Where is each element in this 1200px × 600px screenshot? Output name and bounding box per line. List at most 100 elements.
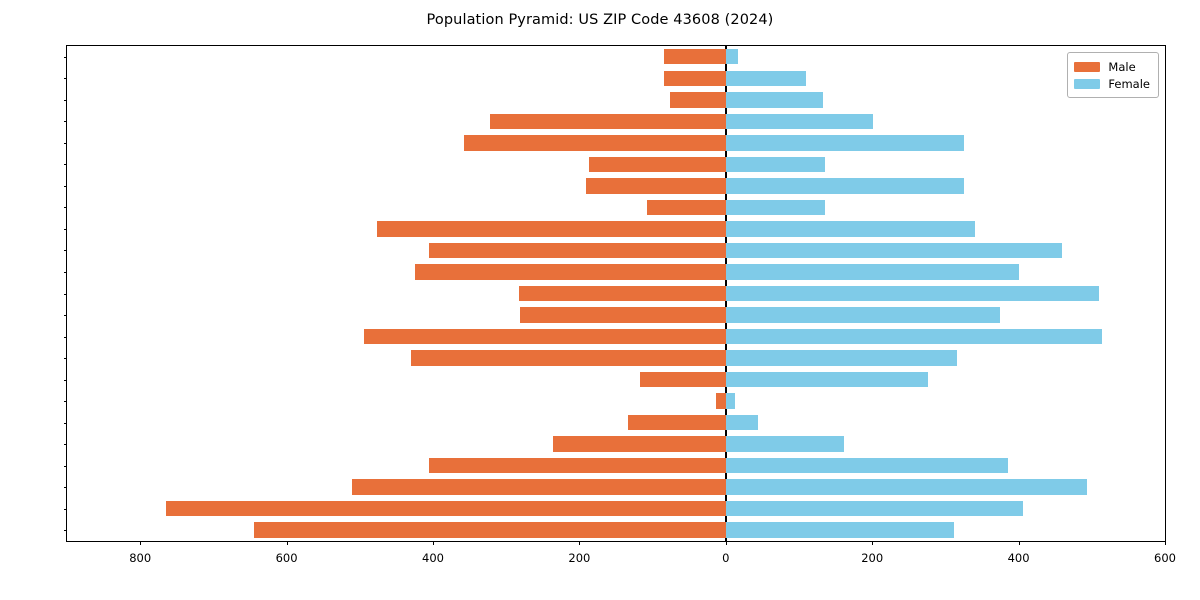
bar-male bbox=[520, 307, 726, 323]
bar-row bbox=[67, 393, 1165, 409]
bar-female bbox=[725, 522, 955, 538]
legend-label-female: Female bbox=[1108, 76, 1150, 91]
y-axis-tick-mark bbox=[63, 99, 67, 101]
bar-female bbox=[725, 156, 826, 173]
legend-swatch-female bbox=[1074, 78, 1101, 89]
bar-female bbox=[725, 242, 1062, 259]
y-axis-tick-mark bbox=[63, 250, 67, 252]
x-axis-tick-label: 0 bbox=[722, 551, 730, 565]
x-axis-tick-label: 600 bbox=[275, 551, 298, 565]
bar-female bbox=[725, 393, 736, 409]
plot-area: Male Female 85+80-8475-7970-7467-6965-66… bbox=[63, 45, 1176, 565]
bar-male bbox=[351, 479, 726, 495]
bar-male bbox=[411, 350, 726, 366]
bar-row bbox=[67, 350, 1165, 366]
bar-female bbox=[725, 92, 824, 108]
chart-title: Population Pyramid: US ZIP Code 43608 (2… bbox=[426, 12, 774, 28]
bar-female bbox=[725, 135, 964, 151]
legend-label-male: Male bbox=[1108, 59, 1136, 74]
bar-row bbox=[67, 328, 1165, 345]
bar-row bbox=[67, 178, 1165, 194]
y-axis-tick-mark bbox=[63, 121, 67, 123]
bar-row bbox=[67, 113, 1165, 130]
legend-item-male: Male bbox=[1074, 58, 1150, 75]
bar-row bbox=[67, 371, 1165, 388]
y-axis-tick-mark bbox=[63, 465, 67, 467]
bar-row bbox=[67, 457, 1165, 474]
bar-male bbox=[670, 92, 726, 108]
y-axis-tick-mark bbox=[63, 530, 67, 532]
bar-male bbox=[414, 264, 726, 280]
bar-male bbox=[585, 178, 726, 194]
bar-male bbox=[253, 522, 726, 538]
y-axis-tick-mark bbox=[63, 56, 67, 58]
bar-female bbox=[725, 221, 975, 237]
bar-row bbox=[67, 221, 1165, 237]
bar-row bbox=[67, 500, 1165, 517]
bar-male bbox=[490, 113, 726, 130]
bar-female bbox=[725, 500, 1023, 517]
bar-row bbox=[67, 522, 1165, 538]
y-axis-tick-mark bbox=[63, 78, 67, 80]
x-axis-tick-mark bbox=[140, 541, 142, 545]
y-axis-tick-mark bbox=[63, 358, 67, 360]
x-axis-tick-label: 800 bbox=[129, 551, 152, 565]
y-axis-tick-mark bbox=[63, 315, 67, 317]
bar-female bbox=[725, 436, 845, 452]
bar-row bbox=[67, 242, 1165, 259]
bar-female bbox=[725, 264, 1019, 280]
y-axis-tick-mark bbox=[63, 422, 67, 424]
x-axis-tick-mark bbox=[725, 541, 727, 545]
bar-male bbox=[715, 393, 726, 409]
x-axis-tick-mark bbox=[286, 541, 288, 545]
y-axis-tick-mark bbox=[63, 336, 67, 338]
bar-row bbox=[67, 436, 1165, 452]
bar-male bbox=[640, 371, 726, 388]
x-axis-tick-mark bbox=[872, 541, 874, 545]
x-axis-tick-mark bbox=[433, 541, 434, 545]
bar-male bbox=[165, 500, 726, 517]
bar-male bbox=[664, 70, 726, 87]
bar-row bbox=[67, 156, 1165, 173]
y-axis-tick-mark bbox=[63, 401, 67, 403]
bar-row bbox=[67, 307, 1165, 323]
bar-row bbox=[67, 135, 1165, 151]
bar-male bbox=[376, 221, 726, 237]
bar-male bbox=[646, 199, 726, 216]
x-axis-tick-label: 400 bbox=[422, 551, 444, 565]
bar-female bbox=[725, 285, 1100, 302]
legend-swatch-male bbox=[1074, 61, 1101, 72]
bar-row bbox=[67, 264, 1165, 280]
bar-female bbox=[725, 371, 928, 388]
y-axis-tick-mark bbox=[63, 164, 67, 166]
bar-female bbox=[725, 178, 964, 194]
bar-female bbox=[725, 414, 758, 431]
bar-row bbox=[67, 49, 1165, 65]
bar-female bbox=[725, 328, 1103, 345]
legend: Male Female bbox=[1067, 52, 1159, 98]
bar-female bbox=[725, 350, 958, 366]
y-axis-tick-mark bbox=[63, 508, 67, 510]
x-axis-tick-label: 400 bbox=[1007, 551, 1030, 565]
y-axis-tick-mark bbox=[63, 379, 67, 381]
x-axis-tick-label: 200 bbox=[568, 551, 591, 565]
bar-female bbox=[725, 479, 1087, 495]
legend-item-female: Female bbox=[1074, 75, 1150, 92]
bar-female bbox=[725, 199, 826, 216]
bar-male bbox=[553, 436, 726, 452]
bar-row bbox=[67, 92, 1165, 108]
x-axis-tick-mark bbox=[1018, 541, 1020, 545]
y-axis-tick-mark bbox=[63, 487, 67, 489]
bar-male bbox=[664, 49, 726, 65]
x-axis-tick-label: 200 bbox=[861, 551, 884, 565]
bar-row bbox=[67, 199, 1165, 216]
y-axis-tick-mark bbox=[63, 271, 67, 273]
bar-male bbox=[364, 328, 726, 345]
bar-male bbox=[588, 156, 726, 173]
y-axis-tick-mark bbox=[63, 185, 67, 187]
bar-male bbox=[519, 285, 726, 302]
x-axis-tick-label: 600 bbox=[1154, 551, 1176, 565]
y-axis-tick-mark bbox=[63, 207, 67, 209]
y-axis-tick-mark bbox=[63, 228, 67, 230]
x-axis-tick-mark bbox=[579, 541, 581, 545]
